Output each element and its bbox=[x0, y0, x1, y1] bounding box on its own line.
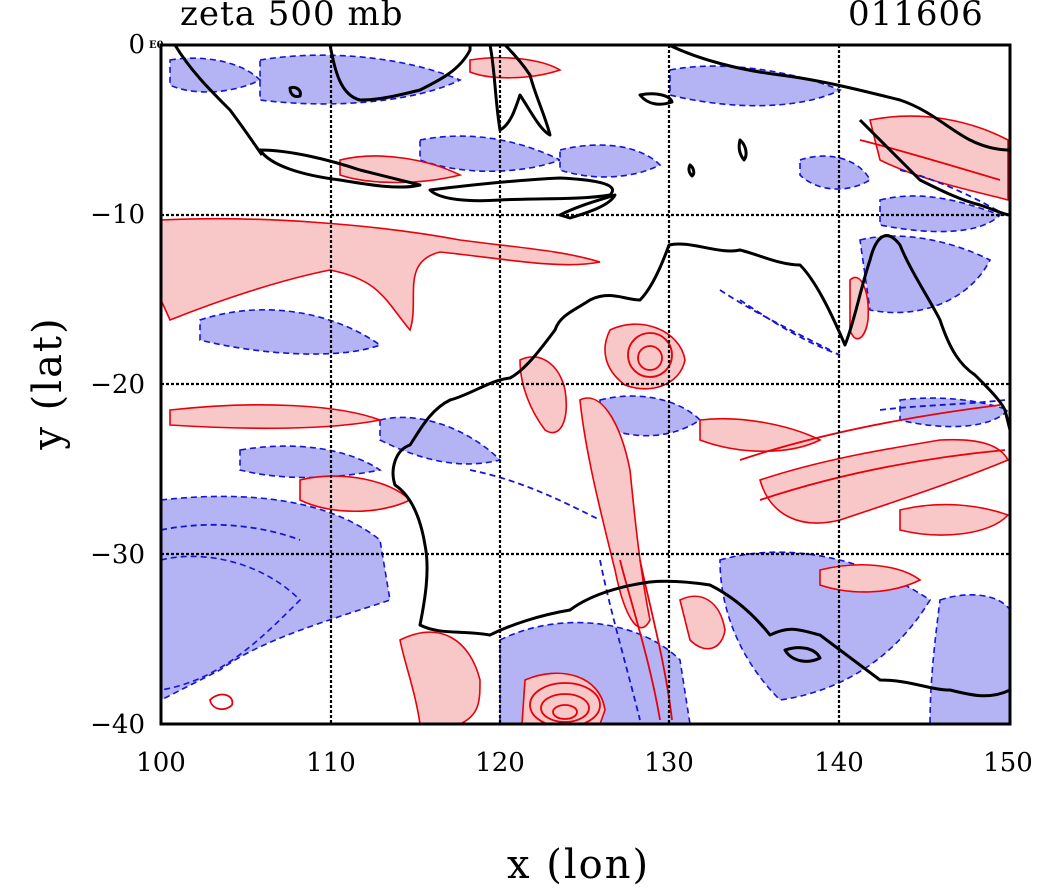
x-tick-3: 130 bbox=[644, 748, 694, 778]
x-tick-5: 150 bbox=[983, 748, 1033, 778]
coastline-java bbox=[258, 148, 422, 189]
coastline-sumatra bbox=[173, 45, 264, 156]
y-tick-1: −10 bbox=[90, 200, 145, 230]
coastline-island-3 bbox=[288, 86, 302, 98]
coastline-island-1 bbox=[638, 92, 674, 106]
x-tick-1: 110 bbox=[306, 748, 356, 778]
y-tick-4: −40 bbox=[90, 710, 145, 740]
plot-frame bbox=[159, 43, 1012, 726]
plot-title-field: zeta 500 mb bbox=[180, 0, 404, 34]
coastline-island-2 bbox=[737, 138, 748, 162]
plot-title-timestamp: 011606 bbox=[848, 0, 984, 34]
positive-contour-lines bbox=[209, 139, 1006, 724]
lat-lon-grid bbox=[161, 45, 1010, 724]
x-tick-2: 120 bbox=[475, 748, 525, 778]
coastline-new-guinea bbox=[668, 45, 1010, 152]
y-tick-2: −20 bbox=[90, 370, 145, 400]
y-tick-3: −30 bbox=[90, 540, 145, 570]
coastline-png-east bbox=[858, 118, 1010, 217]
coastline-island-4 bbox=[687, 163, 696, 178]
x-tick-4: 140 bbox=[814, 748, 864, 778]
coastlines bbox=[173, 45, 1010, 698]
coastline-australia bbox=[391, 234, 1010, 698]
x-axis-label: x (lon) bbox=[507, 842, 651, 888]
coastline-tasmania bbox=[783, 646, 822, 663]
y-tick-0: 0 bbox=[128, 30, 145, 60]
corner-mark: E0 bbox=[149, 40, 164, 51]
coastline-borneo bbox=[328, 45, 472, 102]
coastline-sulawesi bbox=[488, 45, 552, 137]
coastline-timor bbox=[558, 193, 617, 220]
map-contents bbox=[161, 45, 1010, 724]
x-tick-0: 100 bbox=[136, 748, 186, 778]
coastline-lesser-sunda bbox=[428, 176, 614, 203]
